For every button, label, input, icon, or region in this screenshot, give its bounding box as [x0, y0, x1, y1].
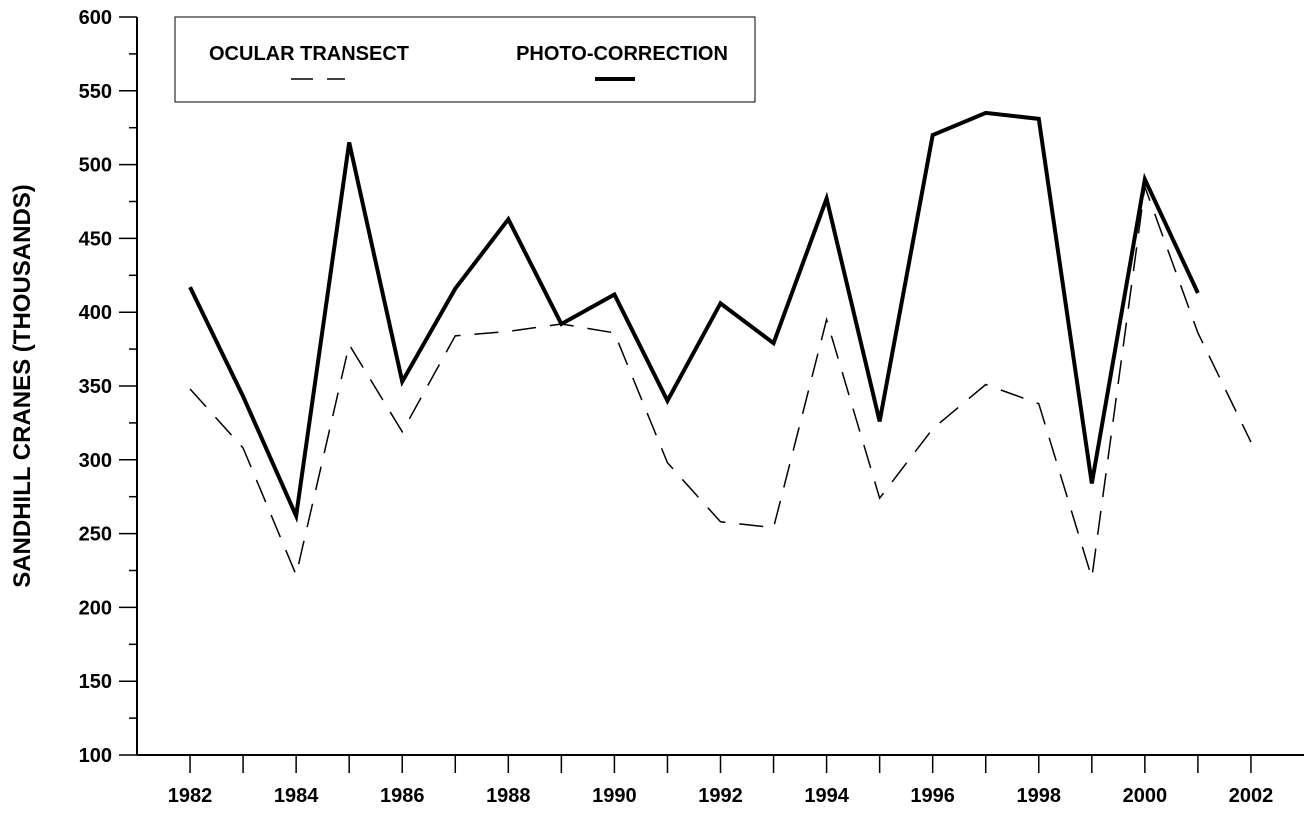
y-axis-title: SANDHILL CRANES (THOUSANDS): [9, 184, 36, 588]
x-tick-label: 1994: [804, 785, 849, 807]
y-tick-label: 150: [79, 671, 112, 693]
y-tick-label: 450: [79, 228, 112, 250]
y-tick-label: 550: [79, 81, 112, 103]
x-tick-label: 1982: [168, 785, 213, 807]
x-tick-label: 1988: [486, 785, 531, 807]
y-tick-label: 250: [79, 524, 112, 546]
legend-label: OCULAR TRANSECT: [209, 43, 409, 65]
y-tick-label: 600: [79, 7, 112, 29]
y-tick-label: 500: [79, 155, 112, 177]
y-tick-label: 100: [79, 745, 112, 767]
y-tick-label: 300: [79, 450, 112, 472]
x-tick-label: 2000: [1123, 785, 1168, 807]
y-tick-label: 400: [79, 302, 112, 324]
x-tick-label: 2002: [1229, 785, 1274, 807]
y-tick-label: 350: [79, 376, 112, 398]
series-line: [189, 186, 1252, 579]
x-tick-label: 1986: [380, 785, 425, 807]
x-tick-label: 1998: [1017, 785, 1062, 807]
x-tick-label: 1984: [274, 785, 319, 807]
x-tick-label: 1990: [592, 785, 637, 807]
x-tick-label: 1992: [698, 785, 743, 807]
legend-label: PHOTO-CORRECTION: [516, 43, 728, 65]
y-tick-label: 200: [79, 597, 112, 619]
legend-box: [174, 16, 756, 103]
x-tick-label: 1996: [910, 785, 955, 807]
series-line: [188, 110, 1200, 524]
